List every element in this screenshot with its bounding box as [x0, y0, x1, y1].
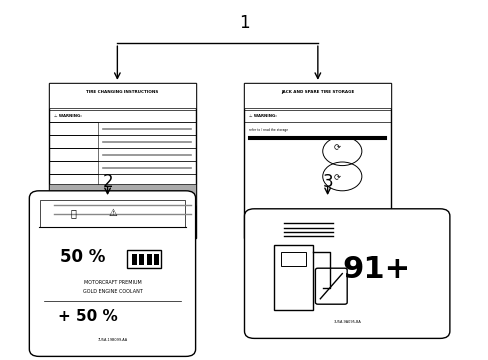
Bar: [154, 254, 159, 265]
Text: GOLD ENGINE COOLANT: GOLD ENGINE COOLANT: [82, 289, 142, 294]
Bar: [49, 148, 98, 161]
FancyBboxPatch shape: [29, 191, 195, 356]
Text: 2: 2: [102, 173, 113, 191]
Text: TIRE CHANGING INSTRUCTIONS: TIRE CHANGING INSTRUCTIONS: [86, 90, 158, 94]
Bar: [49, 161, 195, 174]
Bar: [244, 83, 390, 108]
Bar: [49, 174, 195, 187]
Bar: [49, 135, 98, 148]
Bar: [49, 174, 98, 187]
Text: 3: 3: [322, 173, 332, 191]
Bar: [49, 122, 195, 135]
Bar: [49, 110, 195, 122]
Bar: [132, 254, 137, 265]
Bar: [281, 252, 305, 266]
Text: JACK AND SPARE TIRE STORAGE: JACK AND SPARE TIRE STORAGE: [281, 90, 354, 94]
Bar: [146, 254, 151, 265]
Text: + 50 %: + 50 %: [58, 309, 118, 324]
Bar: [139, 254, 144, 265]
Bar: [273, 245, 312, 310]
Text: ⟳: ⟳: [333, 174, 340, 183]
Bar: [40, 200, 185, 227]
Text: ⟳: ⟳: [333, 143, 340, 152]
Text: 91+: 91+: [342, 256, 410, 284]
Bar: [244, 83, 390, 238]
Text: 50 %: 50 %: [61, 248, 105, 266]
Bar: [127, 250, 161, 268]
FancyBboxPatch shape: [244, 209, 449, 338]
Text: 3U5A-9A095-BA: 3U5A-9A095-BA: [333, 320, 360, 324]
Bar: [49, 161, 98, 174]
Bar: [49, 83, 195, 108]
Text: 1: 1: [239, 14, 249, 32]
Bar: [49, 148, 195, 161]
Text: ⚠: ⚠: [108, 208, 117, 218]
Bar: [49, 83, 195, 238]
Bar: [49, 135, 195, 148]
Text: MOTORCRAFT PREMIUM: MOTORCRAFT PREMIUM: [83, 280, 141, 285]
Text: ⚠ WARNING:: ⚠ WARNING:: [54, 114, 81, 118]
Bar: [49, 122, 98, 135]
Text: refer to / read the storage: refer to / read the storage: [249, 127, 288, 132]
Text: ⚠ WARNING:: ⚠ WARNING:: [249, 114, 277, 118]
Bar: [49, 184, 195, 205]
Bar: [244, 110, 390, 122]
Text: 7U5A-19B099-AA: 7U5A-19B099-AA: [97, 338, 127, 342]
Text: 📖: 📖: [70, 208, 76, 218]
